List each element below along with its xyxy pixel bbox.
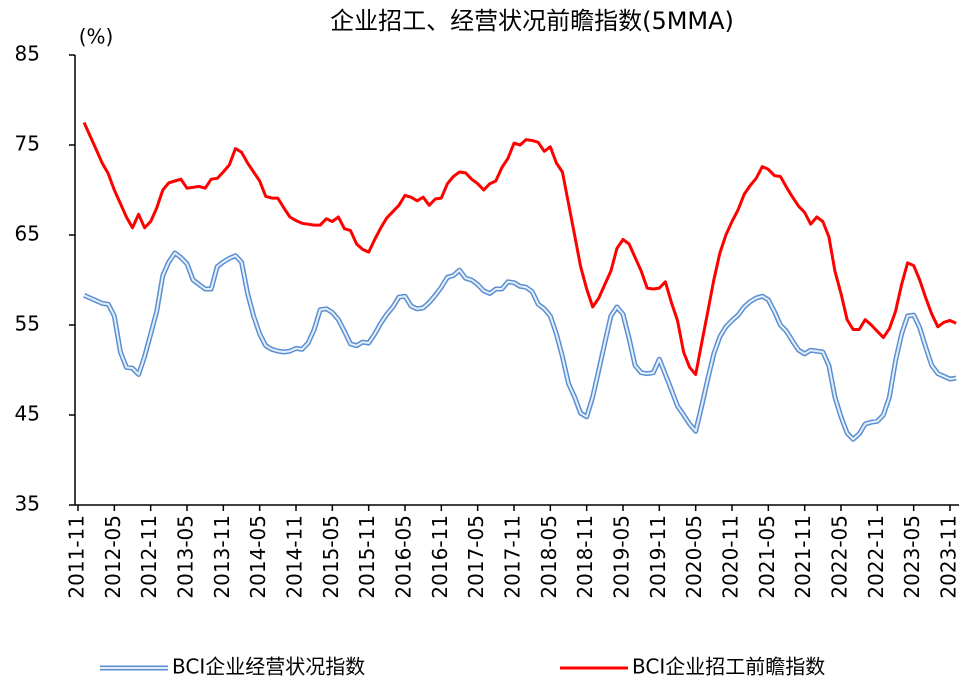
x-tick-label: 2022-05	[828, 515, 852, 599]
x-tick-label: 2022-11	[864, 515, 888, 599]
x-tick-label: 2018-05	[537, 515, 561, 599]
y-tick-label: 45	[15, 402, 40, 426]
y-tick-label: 75	[15, 132, 40, 156]
x-tick-label: 2020-05	[682, 515, 706, 599]
x-tick-label: 2018-11	[573, 515, 597, 599]
x-tick-label: 2012-11	[137, 515, 161, 599]
x-tick-label: 2017-11	[501, 515, 525, 599]
x-tick-label: 2023-11	[937, 515, 961, 599]
x-tick-label: 2012-05	[101, 515, 125, 599]
x-tick-label: 2017-05	[464, 515, 488, 599]
y-tick-label: 35	[15, 492, 40, 516]
x-tick-label: 2019-11	[646, 515, 670, 599]
x-tick-label: 2016-11	[428, 515, 452, 599]
legend-label: BCI企业经营状况指数	[172, 655, 365, 679]
series-line	[83, 250, 957, 442]
x-tick-label: 2021-11	[791, 515, 815, 599]
series-line-highlight	[83, 252, 957, 441]
series-line	[82, 121, 957, 376]
y-tick-label: 55	[15, 312, 40, 336]
y-axis-label: (%)	[79, 25, 114, 49]
x-tick-label: 2015-11	[355, 515, 379, 599]
legend-label: BCI企业招工前瞻指数	[632, 655, 825, 679]
x-tick-label: 2023-05	[900, 515, 924, 599]
x-tick-label: 2019-05	[610, 515, 634, 599]
x-tick-label: 2015-05	[319, 515, 343, 599]
x-tick-label: 2014-11	[283, 515, 307, 599]
x-tick-label: 2013-11	[210, 515, 234, 599]
x-tick-label: 2013-05	[174, 515, 198, 599]
x-tick-label: 2014-05	[246, 515, 270, 599]
x-tick-label: 2011-11	[65, 515, 89, 599]
y-tick-label: 65	[15, 222, 40, 246]
x-tick-label: 2020-11	[719, 515, 743, 599]
x-tick-label: 2021-05	[755, 515, 779, 599]
chart-title: 企业招工、经营状况前瞻指数(5MMA)	[330, 7, 734, 35]
y-tick-label: 85	[15, 42, 40, 66]
x-tick-label: 2016-05	[392, 515, 416, 599]
